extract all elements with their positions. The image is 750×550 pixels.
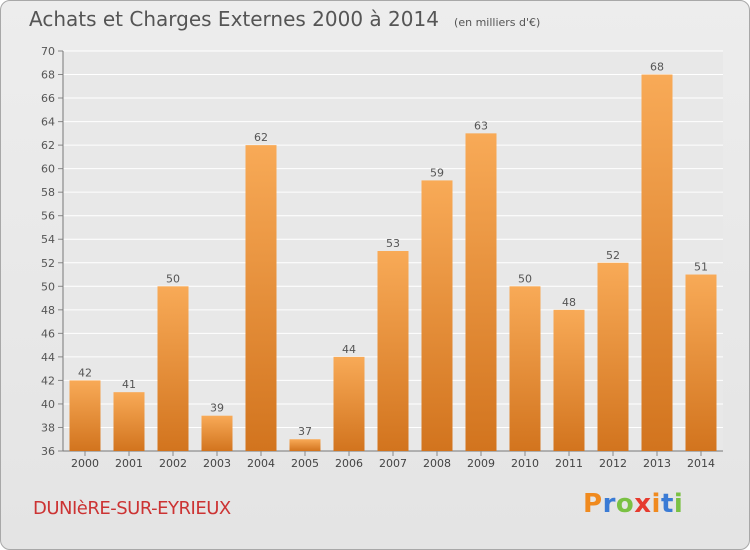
bar-2005 xyxy=(289,439,321,451)
y-tick-label: 58 xyxy=(41,186,55,199)
bar-2010 xyxy=(509,286,541,451)
bar-value-label: 44 xyxy=(342,343,356,356)
x-tick-label: 2013 xyxy=(643,457,671,470)
y-tick-label: 38 xyxy=(41,421,55,434)
logo-letter: P xyxy=(583,489,603,519)
chart-title: Achats et Charges Externes 2000 à 2014 xyxy=(29,7,439,31)
y-tick-label: 60 xyxy=(41,163,55,176)
y-tick-label: 48 xyxy=(41,304,55,317)
bar-value-label: 41 xyxy=(122,378,136,391)
bar-value-label: 68 xyxy=(650,61,664,74)
bar-2006 xyxy=(333,356,365,451)
bar-2003 xyxy=(201,415,233,451)
bar-value-label: 39 xyxy=(210,402,224,415)
x-tick-label: 2012 xyxy=(599,457,627,470)
x-tick-label: 2003 xyxy=(203,457,231,470)
bar-value-label: 53 xyxy=(386,237,400,250)
bar-2004 xyxy=(245,145,277,451)
y-tick-label: 68 xyxy=(41,69,55,82)
bar-value-label: 42 xyxy=(78,366,92,379)
bar-2009 xyxy=(465,133,497,451)
logo-letter: i xyxy=(651,489,661,519)
x-tick-label: 2007 xyxy=(379,457,407,470)
y-tick-label: 50 xyxy=(41,280,55,293)
y-tick-label: 70 xyxy=(41,45,55,58)
y-tick-label: 54 xyxy=(41,233,55,246)
logo-letter: i xyxy=(673,489,684,519)
title-row: Achats et Charges Externes 2000 à 2014 (… xyxy=(29,7,540,31)
bar-2007 xyxy=(377,251,409,451)
x-tick-label: 2014 xyxy=(687,457,715,470)
x-tick-label: 2001 xyxy=(115,457,143,470)
y-tick-label: 52 xyxy=(41,257,55,270)
bar-value-label: 52 xyxy=(606,249,620,262)
bar-value-label: 50 xyxy=(518,272,532,285)
bar-2011 xyxy=(553,309,585,451)
y-tick-label: 42 xyxy=(41,374,55,387)
x-tick-label: 2004 xyxy=(247,457,275,470)
x-tick-label: 2010 xyxy=(511,457,539,470)
y-tick-label: 62 xyxy=(41,139,55,152)
logo-letter: o xyxy=(615,489,635,519)
bar-2002 xyxy=(157,286,189,451)
x-tick-label: 2002 xyxy=(159,457,187,470)
bar-value-label: 59 xyxy=(430,166,444,179)
proxiti-logo: Proxiti xyxy=(583,489,683,519)
y-tick-label: 66 xyxy=(41,92,55,105)
y-tick-label: 46 xyxy=(41,327,55,340)
bar-value-label: 48 xyxy=(562,296,576,309)
x-tick-label: 2011 xyxy=(555,457,583,470)
y-tick-label: 56 xyxy=(41,210,55,223)
bar-value-label: 50 xyxy=(166,272,180,285)
bar-2000 xyxy=(69,380,101,451)
x-tick-label: 2009 xyxy=(467,457,495,470)
x-tick-label: 2005 xyxy=(291,457,319,470)
bar-value-label: 62 xyxy=(254,131,268,144)
y-tick-label: 36 xyxy=(41,445,55,458)
bar-value-label: 63 xyxy=(474,119,488,132)
bar-2008 xyxy=(421,180,453,452)
bar-2013 xyxy=(641,74,673,451)
chart-subtitle: (en milliers d'€) xyxy=(454,16,541,29)
logo-letter: r xyxy=(602,489,616,519)
y-tick-label: 44 xyxy=(41,351,55,364)
x-tick-label: 2006 xyxy=(335,457,363,470)
town-name: DUNIèRE-SUR-EYRIEUX xyxy=(33,498,231,519)
bar-2014 xyxy=(685,274,717,451)
bar-2012 xyxy=(597,262,629,451)
bar-value-label: 37 xyxy=(298,425,312,438)
logo-letter: t xyxy=(660,489,674,519)
x-tick-label: 2000 xyxy=(71,457,99,470)
x-tick-label: 2008 xyxy=(423,457,451,470)
y-tick-label: 40 xyxy=(41,398,55,411)
y-tick-label: 64 xyxy=(41,116,55,129)
bar-value-label: 51 xyxy=(694,261,708,274)
logo-letter: x xyxy=(634,489,652,519)
bar-2001 xyxy=(113,392,145,451)
